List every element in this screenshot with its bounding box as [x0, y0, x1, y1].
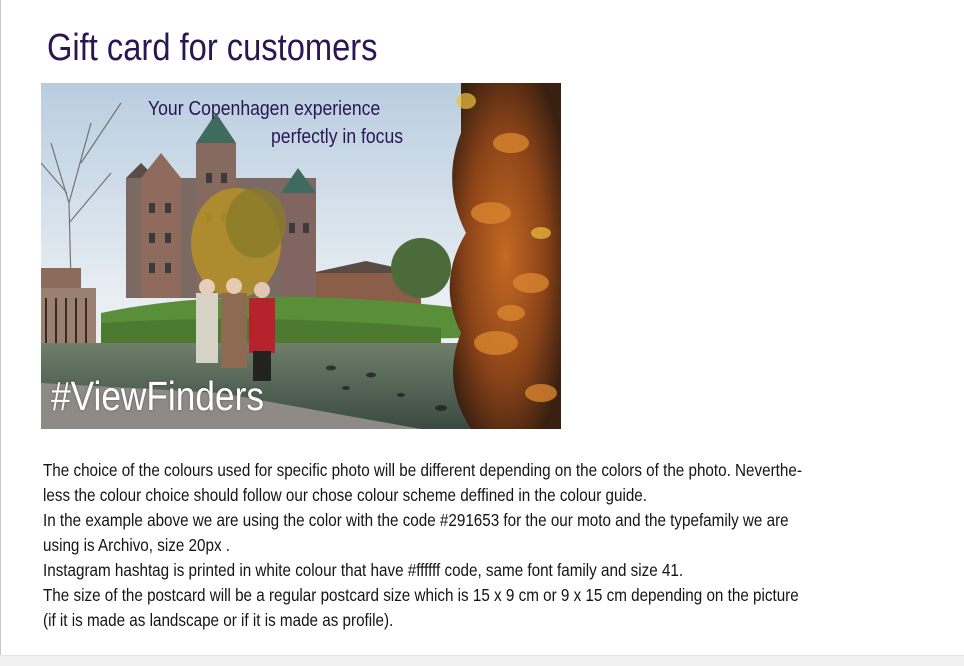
description-text: The choice of the colours used for speci… [43, 458, 943, 633]
description-line: The size of the postcard will be a regul… [43, 585, 799, 605]
postcard-hashtag: #ViewFinders [51, 373, 264, 419]
description-line: In the example above we are using the co… [43, 510, 789, 530]
postcard-moto-line-1: Your Copenhagen experience [148, 98, 381, 120]
castle-photo [41, 83, 561, 429]
description-line: The choice of the colours used for speci… [43, 460, 802, 480]
page-bottom-strip [0, 655, 964, 666]
description-line: using is Archivo, size 20px . [43, 535, 231, 555]
description-line: Instagram hashtag is printed in white co… [43, 560, 684, 580]
description-line: less the colour choice should follow our… [43, 485, 648, 505]
postcard-image: Your Copenhagen experience perfectly in … [41, 83, 561, 429]
postcard-moto-line-2: perfectly in focus [271, 126, 404, 148]
page-left-border [0, 0, 1, 666]
page-title: Gift card for customers [47, 27, 378, 69]
description-line: (if it is made as landscape or if it is … [43, 610, 394, 630]
